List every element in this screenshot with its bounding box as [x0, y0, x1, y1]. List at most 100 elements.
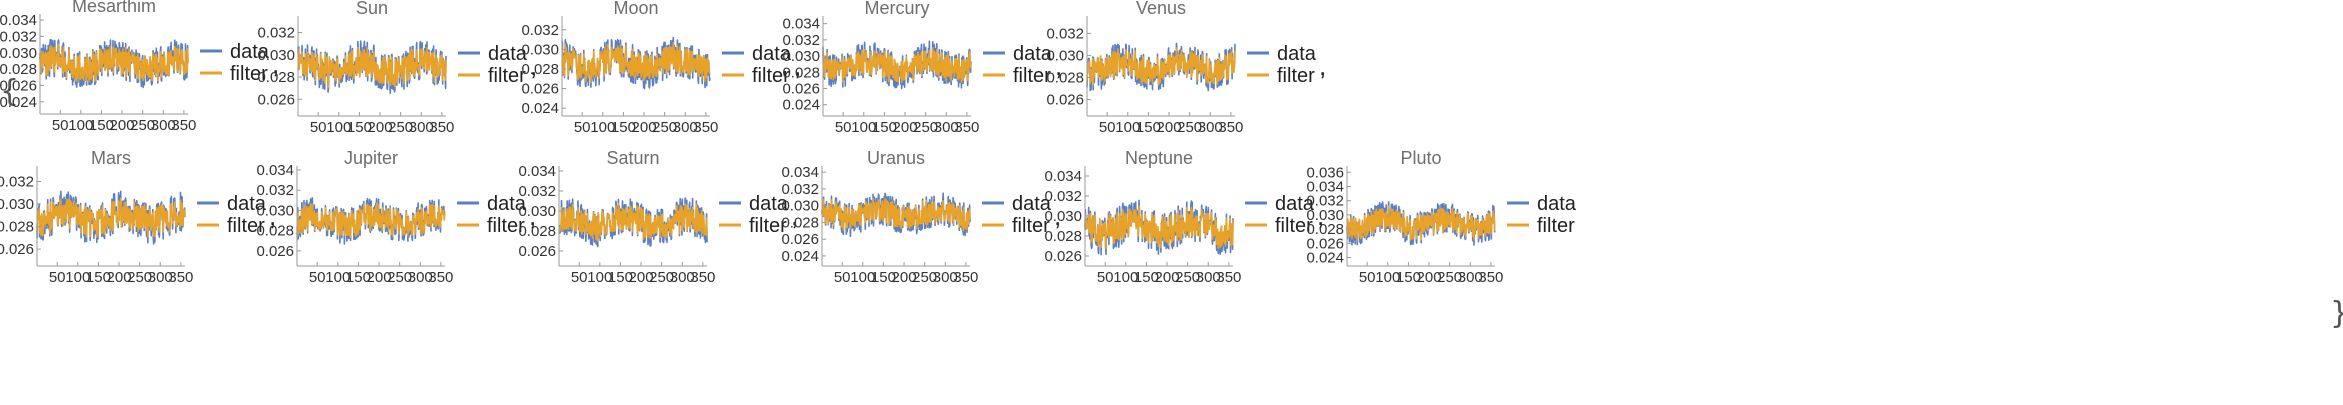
y-tick-label: 0.030 [1044, 208, 1082, 225]
legend-label-data: data [227, 193, 267, 215]
y-tick-label: 0.034 [1044, 168, 1082, 185]
x-tick-label: 100 [65, 269, 90, 286]
x-tick-label: 100 [590, 119, 615, 136]
x-tick-label: 50 [574, 119, 591, 136]
y-tick-label: 0.032 [781, 181, 819, 198]
y-tick-label: 0.026 [521, 81, 559, 98]
list-open-brace: { [0, 74, 19, 109]
x-tick-label: 350 [1478, 269, 1503, 286]
x-tick-label: 150 [89, 117, 114, 134]
y-tick-label: 0.032 [256, 182, 294, 199]
list-separator: , [1319, 51, 1326, 81]
x-tick-label: 300 [934, 119, 959, 136]
x-tick-label: 150 [1396, 269, 1421, 286]
x-tick-label: 200 [632, 119, 657, 136]
series-line-filter [1346, 205, 1496, 241]
y-tick-label: 0.028 [0, 61, 37, 78]
x-tick-label: 100 [851, 119, 876, 136]
list-separator: , [269, 201, 276, 231]
y-tick-label: 0.030 [257, 47, 295, 64]
chart-sun: Sun 0.026 0.028 0.030 0.032 50 100150200250300… [257, 0, 537, 136]
x-tick-label: 250 [1177, 119, 1202, 136]
y-tick-label: 0.028 [782, 64, 820, 81]
y-tick-label: 0.034 [1306, 178, 1344, 195]
y-tick-label: 0.030 [0, 45, 37, 62]
y-tick-label: 0.028 [256, 223, 294, 240]
x-tick-label: 250 [912, 269, 937, 286]
legend-label-filter: filter [230, 63, 268, 85]
y-tick-label: 0.030 [782, 48, 820, 65]
x-tick-label: 150 [86, 269, 111, 286]
y-tick-label: 0.030 [256, 202, 294, 219]
x-tick-label: 300 [148, 269, 173, 286]
series-line-filter [39, 43, 189, 83]
y-tick-label: 0.026 [1046, 91, 1084, 108]
x-tick-label: 50 [1099, 119, 1116, 136]
chart-title: Mars [91, 148, 131, 168]
x-tick-label: 200 [1417, 269, 1442, 286]
y-tick-label: 0.032 [782, 32, 820, 49]
x-tick-label: 50 [835, 119, 852, 136]
series-line-filter [297, 46, 447, 89]
series-line-filter [1086, 47, 1236, 86]
x-tick-label: 50 [834, 269, 851, 286]
series-line-filter [296, 202, 446, 238]
y-tick-label: 0.024 [781, 248, 819, 265]
legend-label-data: data [488, 43, 528, 65]
y-tick-label: 0.032 [1044, 188, 1082, 205]
x-tick-label: 200 [367, 269, 392, 286]
x-tick-label: 150 [1136, 119, 1161, 136]
chart-title: Saturn [606, 148, 659, 168]
y-tick-label: 0.028 [0, 219, 34, 236]
y-tick-label: 0.026 [782, 80, 820, 97]
x-tick-label: 50 [309, 269, 326, 286]
y-tick-label: 0.024 [521, 100, 559, 117]
legend-label-data: data [1275, 193, 1315, 215]
y-tick-label: 0.026 [256, 243, 294, 260]
legend-label-filter: filter [1012, 215, 1050, 237]
x-tick-label: 50 [52, 117, 69, 134]
y-tick-label: 0.034 [781, 164, 819, 181]
y-tick-label: 0.032 [0, 174, 34, 191]
y-tick-label: 0.028 [518, 223, 556, 240]
x-tick-label: 300 [151, 117, 176, 134]
x-tick-label: 100 [325, 269, 350, 286]
chart-title: Jupiter [344, 148, 398, 168]
list-separator: , [530, 51, 537, 81]
x-tick-label: 300 [408, 269, 433, 286]
x-tick-label: 200 [110, 117, 135, 134]
x-tick-label: 350 [1218, 119, 1243, 136]
x-tick-label: 300 [673, 119, 698, 136]
chart-neptune: Neptune 0.026 0.028 0.030 0.032 0.034 50 100150… [1044, 148, 1324, 286]
y-tick-label: 0.028 [257, 69, 295, 86]
x-tick-label: 200 [368, 119, 393, 136]
series-line-filter [36, 197, 186, 238]
x-tick-label: 200 [629, 269, 654, 286]
x-tick-label: 50 [571, 269, 588, 286]
y-tick-label: 0.032 [1306, 193, 1344, 210]
legend-label-data: data [752, 43, 792, 65]
x-tick-label: 150 [608, 269, 633, 286]
y-tick-label: 0.024 [782, 97, 820, 114]
y-tick-label: 0.026 [0, 77, 37, 94]
list-separator: , [1054, 201, 1061, 231]
x-tick-label: 300 [933, 269, 958, 286]
x-tick-label: 350 [168, 269, 193, 286]
x-tick-label: 250 [127, 269, 152, 286]
legend-label-filter: filter [1537, 215, 1575, 237]
x-tick-label: 200 [893, 119, 918, 136]
x-tick-label: 100 [326, 119, 351, 136]
x-tick-label: 350 [953, 269, 978, 286]
legend-label-data: data [230, 41, 270, 63]
y-tick-label: 0.026 [257, 91, 295, 108]
chart-title: Venus [1136, 0, 1186, 18]
y-tick-label: 0.024 [1306, 249, 1344, 266]
x-tick-label: 250 [130, 117, 155, 134]
chart-title: Mercury [864, 0, 929, 18]
x-tick-label: 250 [652, 119, 677, 136]
x-tick-label: 300 [1198, 119, 1223, 136]
x-tick-label: 50 [1097, 269, 1114, 286]
